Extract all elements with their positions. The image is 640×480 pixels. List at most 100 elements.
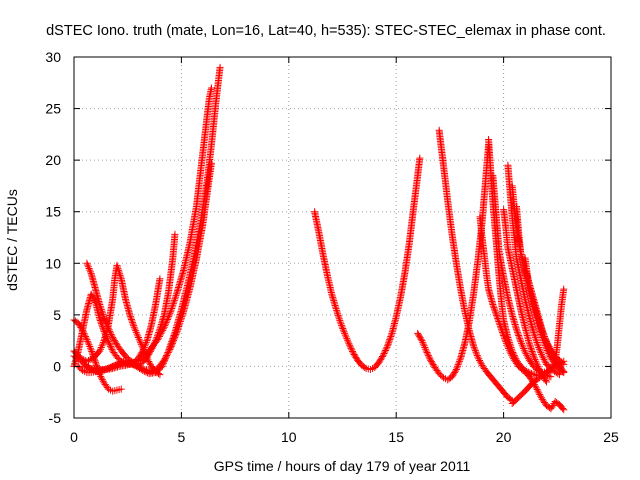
- data-point-marker: [158, 328, 166, 336]
- data-point-marker: [414, 329, 422, 337]
- data-point-marker: [545, 366, 553, 374]
- data-point-marker: [520, 346, 528, 354]
- data-point-marker: [74, 319, 82, 327]
- data-point-marker: [520, 345, 528, 353]
- data-point-marker: [539, 354, 547, 362]
- data-point-marker: [521, 348, 529, 356]
- data-point-marker: [560, 285, 568, 293]
- data-point-marker: [168, 304, 176, 312]
- data-point-marker: [535, 317, 543, 325]
- data-point-marker: [531, 356, 539, 364]
- data-point-marker: [530, 328, 538, 336]
- data-point-marker: [532, 357, 540, 365]
- data-point-marker: [518, 339, 525, 347]
- data-point-marker: [115, 266, 123, 274]
- data-point-marker: [547, 373, 555, 381]
- data-point-marker: [454, 361, 462, 369]
- data-point-marker: [172, 291, 180, 299]
- data-point-marker: [537, 392, 545, 400]
- data-point-marker: [516, 336, 524, 344]
- data-point-marker: [377, 355, 385, 363]
- data-point-marker: [554, 360, 562, 368]
- data-point-marker: [111, 338, 119, 346]
- data-point-marker: [171, 332, 179, 340]
- data-point-marker: [337, 320, 345, 328]
- data-point-marker: [83, 336, 91, 344]
- data-point-marker: [136, 363, 144, 371]
- data-point-marker: [132, 327, 140, 335]
- data-point-marker: [172, 330, 180, 338]
- data-point-marker: [165, 347, 173, 355]
- data-point-marker: [175, 321, 183, 329]
- data-point-marker: [168, 303, 176, 311]
- data-point-marker: [512, 325, 520, 333]
- data-point-marker: [145, 357, 153, 365]
- data-point-marker: [554, 370, 562, 378]
- data-point-marker: [540, 355, 548, 363]
- data-point-marker: [531, 381, 539, 389]
- data-point-marker: [171, 230, 179, 238]
- data-point-marker: [523, 351, 531, 359]
- data-point-marker: [559, 366, 567, 374]
- data-point-marker: [157, 329, 165, 337]
- y-tick-label: 25: [45, 101, 61, 117]
- data-point-marker: [534, 315, 542, 323]
- data-point-marker: [382, 345, 390, 353]
- data-point-marker: [99, 311, 107, 319]
- x-tick-label: 5: [178, 429, 186, 445]
- data-point-marker: [531, 371, 539, 379]
- data-point-marker: [530, 330, 538, 338]
- data-point-marker: [167, 308, 175, 316]
- data-point-marker: [385, 337, 393, 345]
- data-point-marker: [341, 331, 349, 339]
- data-point-marker: [541, 334, 549, 342]
- data-point-marker: [536, 347, 544, 355]
- data-point-marker: [176, 319, 184, 327]
- data-point-marker: [84, 356, 92, 364]
- data-point-marker: [156, 331, 164, 339]
- data-point-marker: [536, 321, 544, 329]
- data-point-marker: [85, 341, 93, 349]
- data-point-marker: [100, 312, 108, 320]
- data-point-marker: [517, 338, 525, 346]
- data-point-marker: [538, 326, 546, 334]
- data-point-marker: [162, 319, 170, 327]
- data-point-marker: [559, 404, 567, 412]
- data-point-marker: [107, 342, 115, 350]
- data-point-marker: [348, 346, 356, 354]
- data-point-marker: [455, 359, 463, 367]
- data-point-marker: [127, 314, 135, 322]
- data-point-marker: [543, 338, 551, 346]
- data-point-marker: [169, 338, 177, 346]
- data-point-marker: [541, 357, 549, 365]
- grid-lines: [74, 57, 611, 418]
- data-point-marker: [155, 334, 163, 342]
- data-point-marker: [137, 339, 145, 347]
- data-point-marker: [531, 333, 539, 341]
- data-point-marker: [379, 351, 387, 359]
- data-point-marker: [492, 308, 500, 316]
- data-point-marker: [493, 311, 501, 319]
- data-point-marker: [539, 329, 547, 337]
- data-point-marker: [91, 358, 99, 366]
- data-point-marker: [473, 350, 481, 358]
- data-point-marker: [129, 320, 137, 328]
- data-point-marker: [533, 386, 541, 394]
- data-point-marker: [361, 363, 369, 371]
- data-point-marker: [545, 343, 553, 351]
- data-point-marker: [448, 373, 456, 381]
- data-point-marker: [420, 342, 428, 350]
- data-point-marker: [164, 314, 172, 322]
- data-point-marker: [87, 290, 95, 298]
- data-point-marker: [450, 370, 458, 378]
- data-point-marker: [165, 312, 173, 320]
- data-point-marker: [490, 304, 498, 312]
- data-point-marker: [207, 159, 215, 167]
- data-point-marker: [156, 275, 164, 283]
- data-point-marker: [171, 293, 179, 301]
- data-point-marker: [159, 325, 167, 333]
- data-point-marker: [85, 264, 93, 272]
- data-point-marker: [126, 312, 134, 320]
- data-point-marker: [178, 313, 186, 321]
- data-point-marker: [530, 352, 538, 360]
